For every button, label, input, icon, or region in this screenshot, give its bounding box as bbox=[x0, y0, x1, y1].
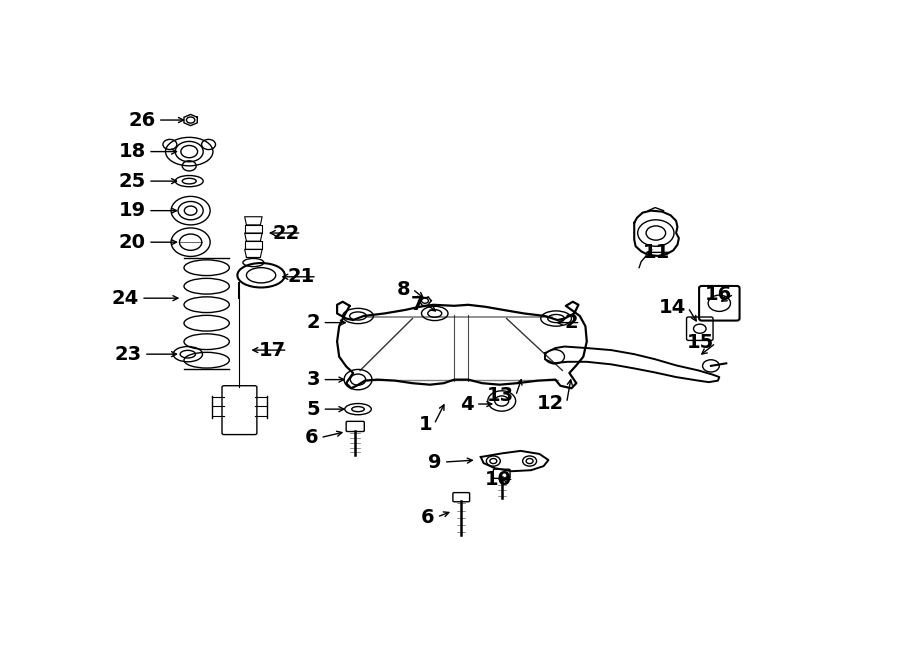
Text: 26: 26 bbox=[129, 110, 156, 130]
Text: 20: 20 bbox=[119, 233, 146, 252]
Text: 10: 10 bbox=[484, 470, 511, 489]
Text: 2: 2 bbox=[565, 313, 579, 332]
Text: 11: 11 bbox=[644, 243, 670, 262]
Text: 13: 13 bbox=[486, 387, 514, 405]
Text: 19: 19 bbox=[119, 201, 146, 220]
Text: 3: 3 bbox=[307, 370, 320, 389]
Text: 24: 24 bbox=[112, 289, 139, 307]
Text: 23: 23 bbox=[114, 344, 142, 364]
Text: 22: 22 bbox=[272, 223, 300, 243]
Text: 8: 8 bbox=[397, 280, 410, 299]
Text: 7: 7 bbox=[410, 295, 424, 314]
Text: 25: 25 bbox=[119, 172, 146, 190]
Text: 9: 9 bbox=[428, 453, 442, 471]
Text: 17: 17 bbox=[258, 340, 285, 360]
Text: 15: 15 bbox=[687, 333, 714, 352]
Text: 6: 6 bbox=[421, 508, 435, 527]
Text: 4: 4 bbox=[460, 395, 473, 414]
Text: 12: 12 bbox=[537, 393, 564, 412]
Text: 14: 14 bbox=[659, 298, 686, 317]
Text: 1: 1 bbox=[418, 415, 432, 434]
Text: 5: 5 bbox=[307, 400, 320, 418]
Text: 21: 21 bbox=[287, 267, 315, 286]
Text: 2: 2 bbox=[307, 313, 320, 332]
Text: 18: 18 bbox=[119, 142, 146, 161]
Text: 16: 16 bbox=[705, 285, 732, 303]
Text: 6: 6 bbox=[304, 428, 319, 447]
